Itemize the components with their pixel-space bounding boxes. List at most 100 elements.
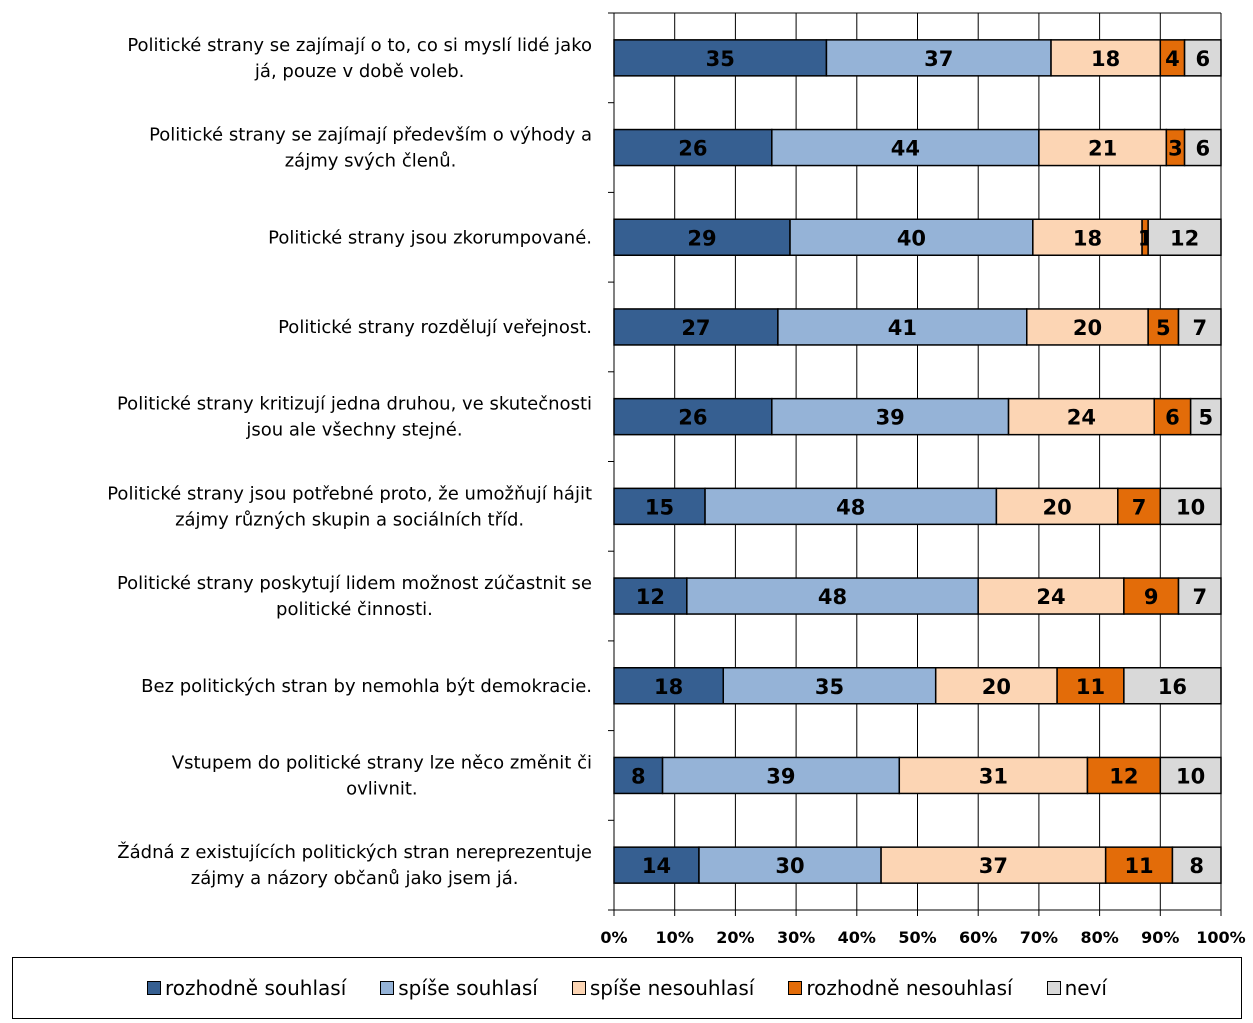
bar-segment xyxy=(613,218,791,256)
x-axis-ticks: 0% 10% 20% 30% 40% 50% 60% 70% 80% 90% 100% xyxy=(600,910,1246,947)
x-tick-label: 30% xyxy=(777,928,815,947)
x-tick-label: 40% xyxy=(838,928,876,947)
x-tick-label: 90% xyxy=(1141,928,1179,947)
bar-segment xyxy=(1038,128,1168,167)
category-label: Politické strany se zajímají především o… xyxy=(149,125,592,172)
data-label: 27 xyxy=(681,316,710,340)
bar-segment xyxy=(1159,487,1222,526)
bar-segment xyxy=(1183,39,1222,77)
data-label: 40 xyxy=(897,226,926,250)
legend-item: neví xyxy=(1046,976,1107,1000)
legend-swatch xyxy=(380,981,395,995)
data-label: 12 xyxy=(1109,764,1138,788)
data-label: 11 xyxy=(1076,675,1105,699)
data-label: 18 xyxy=(1073,226,1102,250)
bar-segment xyxy=(1183,128,1222,167)
bar-segment xyxy=(1189,397,1222,436)
legend-swatch xyxy=(788,981,803,995)
legend-label: rozhodně souhlasí xyxy=(165,976,347,1000)
data-label: 48 xyxy=(818,585,847,609)
data-label: 15 xyxy=(645,495,674,519)
data-label: 20 xyxy=(1073,316,1102,340)
category-label: Politické strany jsou potřebné proto, že… xyxy=(107,483,592,530)
category-label: Žádná z existujících politických stran n… xyxy=(117,841,592,889)
data-label: 37 xyxy=(924,47,953,71)
data-label: 6 xyxy=(1195,47,1210,71)
legend-item: rozhodně nesouhlasí xyxy=(788,976,1013,1000)
bar-segment xyxy=(898,756,1089,795)
data-label: 11 xyxy=(1124,854,1153,878)
data-label: 7 xyxy=(1132,495,1147,519)
bar-segment xyxy=(1026,308,1149,346)
legend-label: spíše nesouhlasí xyxy=(589,976,755,1000)
data-label: 7 xyxy=(1192,316,1207,340)
data-label: 37 xyxy=(979,854,1008,878)
category-label: Politické strany se zajímají o to, co si… xyxy=(127,35,592,82)
legend-swatch xyxy=(571,981,586,995)
legend-label: spíše souhlasí xyxy=(398,976,538,1000)
data-label: 10 xyxy=(1176,495,1205,519)
data-label: 20 xyxy=(1042,495,1071,519)
legend-swatch xyxy=(147,981,161,995)
data-label: 12 xyxy=(636,585,665,609)
data-label: 6 xyxy=(1165,406,1180,430)
data-label: 18 xyxy=(654,675,683,699)
bar-segment xyxy=(1056,667,1125,705)
category-label: Bez politických stran by nemohla být dem… xyxy=(141,676,592,697)
bar-segment xyxy=(704,487,998,526)
data-label: 7 xyxy=(1192,585,1207,609)
legend-swatch xyxy=(1046,981,1061,995)
data-label: 5 xyxy=(1156,316,1171,340)
bar-segment xyxy=(613,756,664,795)
bar-segment xyxy=(934,667,1058,705)
data-label: 20 xyxy=(982,675,1011,699)
category-label: Vstupem do politické strany lze něco změ… xyxy=(172,752,592,799)
bar-segment xyxy=(1086,756,1162,795)
bar-segment xyxy=(1171,846,1222,884)
bar-segment xyxy=(698,846,882,884)
data-label: 30 xyxy=(775,854,804,878)
x-tick-label: 70% xyxy=(1020,928,1058,947)
data-label: 29 xyxy=(687,226,716,250)
data-label: 10 xyxy=(1176,764,1205,788)
x-tick-label: 0% xyxy=(600,928,627,947)
data-label: 16 xyxy=(1158,675,1187,699)
data-label: 24 xyxy=(1036,585,1065,609)
bar-segment xyxy=(880,846,1107,884)
data-label: 26 xyxy=(678,137,707,161)
bar-segment xyxy=(613,39,828,77)
data-label: 39 xyxy=(766,764,795,788)
category-label: Politické strany poskytují lidem možnost… xyxy=(117,573,592,620)
data-label: 48 xyxy=(836,495,865,519)
data-label: 3 xyxy=(1168,137,1183,161)
x-tick-label: 60% xyxy=(959,928,997,947)
bar-segment xyxy=(1159,756,1222,795)
x-tick-label: 100% xyxy=(1196,928,1245,947)
legend-item: spíše nesouhlasí xyxy=(571,976,755,1000)
bar-segment xyxy=(613,577,688,615)
bar-segment xyxy=(613,846,700,884)
bar-segment xyxy=(1177,577,1222,615)
bar-segment xyxy=(1153,397,1192,436)
data-label: 39 xyxy=(876,406,905,430)
data-label: 14 xyxy=(642,854,671,878)
bar-segment xyxy=(995,487,1119,526)
legend: rozhodně souhlasí spíše souhlasí spíše nes… xyxy=(12,957,1242,1019)
data-label: 4 xyxy=(1165,47,1180,71)
x-tick-label: 80% xyxy=(1080,928,1118,947)
data-label: 44 xyxy=(891,137,920,161)
x-tick-label: 20% xyxy=(716,928,754,947)
bar-segment xyxy=(1104,846,1174,884)
legend-item: rozhodně souhlasí xyxy=(147,976,346,1000)
data-label: 35 xyxy=(706,47,735,71)
legend-label: neví xyxy=(1064,976,1107,1000)
data-label: 9 xyxy=(1144,585,1159,609)
category-label: Politické strany jsou zkorumpované. xyxy=(268,227,592,248)
data-label: 24 xyxy=(1067,406,1096,430)
data-label: 6 xyxy=(1195,137,1210,161)
x-tick-label: 10% xyxy=(656,928,694,947)
data-label: 41 xyxy=(888,316,917,340)
data-label: 31 xyxy=(979,764,1008,788)
category-label: Politické strany kritizují jedna druhou,… xyxy=(117,394,592,441)
